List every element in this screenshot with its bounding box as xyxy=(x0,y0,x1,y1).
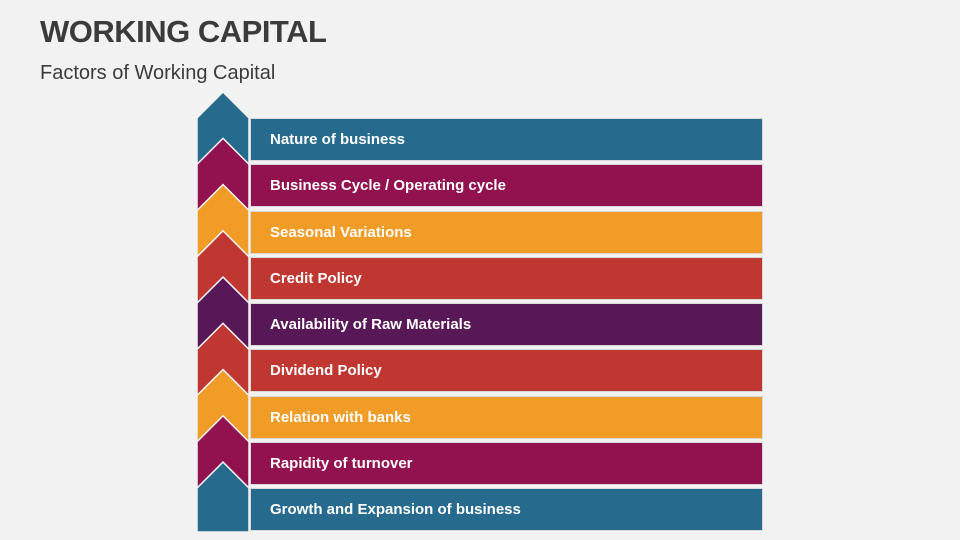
factor-item: Growth and Expansion of business xyxy=(250,488,763,531)
factor-label: Rapidity of turnover xyxy=(270,454,413,472)
factor-label: Relation with banks xyxy=(270,408,411,426)
factor-label: Business Cycle / Operating cycle xyxy=(270,177,506,195)
factor-label: Credit Policy xyxy=(270,269,362,287)
factor-label: Availability of Raw Materials xyxy=(270,316,472,333)
factor-item: Business Cycle / Operating cycle xyxy=(250,164,763,208)
factor-label: Dividend Policy xyxy=(270,362,382,380)
factor-item: Relation with banks xyxy=(250,395,763,439)
page-subtitle: Factors of Working Capital xyxy=(40,62,276,84)
factor-item: Dividend Policy xyxy=(250,349,763,393)
page-title: WORKING CAPITAL xyxy=(40,14,327,49)
factor-item: Nature of business xyxy=(250,118,763,161)
factor-item: Credit Policy xyxy=(250,256,763,300)
factor-item: Availability of Raw Materials xyxy=(250,303,763,346)
factor-label: Nature of business xyxy=(270,131,406,148)
chevron-arrow xyxy=(196,90,250,167)
factor-item: Seasonal Variations xyxy=(250,210,763,254)
factor-label: Growth and Expansion of business xyxy=(270,501,521,518)
factor-label: Seasonal Variations xyxy=(270,223,412,241)
factor-item: Rapidity of turnover xyxy=(250,441,763,485)
